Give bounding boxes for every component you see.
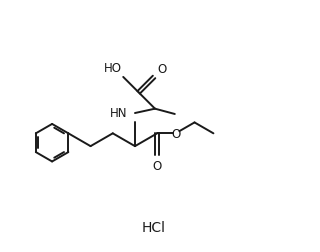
Text: HCl: HCl <box>142 220 166 234</box>
Text: O: O <box>153 159 162 172</box>
Text: HO: HO <box>104 61 122 75</box>
Text: HN: HN <box>110 107 127 120</box>
Text: O: O <box>158 62 167 75</box>
Text: O: O <box>171 127 180 140</box>
